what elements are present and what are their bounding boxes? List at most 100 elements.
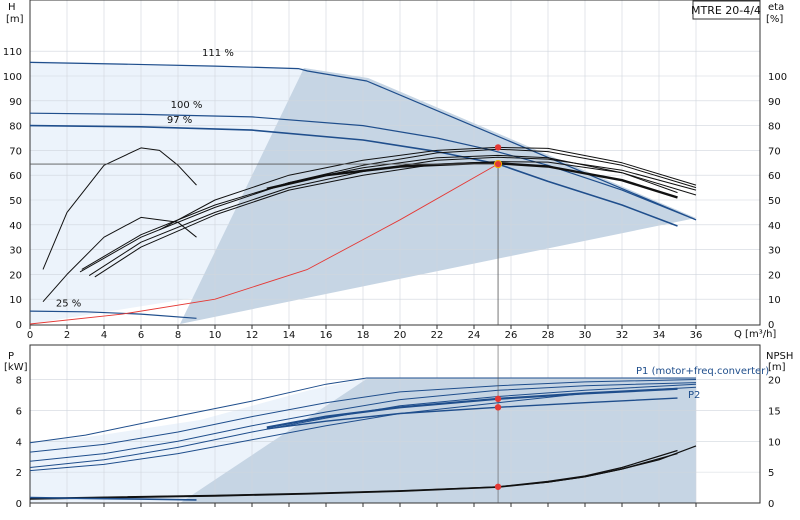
top-series: [29, 61, 697, 325]
x-tick-label: 24: [468, 330, 481, 341]
y-tick-label-right: 40: [768, 221, 781, 232]
x-tick-label: 6: [138, 330, 144, 341]
npsh-3-curve: [29, 453, 678, 500]
y-tick-label-right: 100: [768, 72, 787, 83]
x-tick-label: 26: [505, 330, 518, 341]
bottom-plot-frame: [29, 344, 761, 504]
y-tick-label-left: 6: [16, 406, 22, 417]
y-label-eta: eta: [768, 2, 784, 13]
head-100-curve: [29, 112, 697, 221]
y-tick-label-right: 80: [768, 122, 781, 133]
y-tick-label-right: 30: [768, 246, 781, 257]
p1-main-curve: [266, 387, 678, 429]
y-tick-label-left: 0: [16, 499, 22, 510]
y-tick-label-left: 2: [16, 468, 22, 479]
bottom-series: [29, 377, 697, 501]
x-tick-label: 32: [616, 330, 629, 341]
y-tick-label-left: 50: [9, 196, 22, 207]
title-box: MTRE 20-4/4: [691, 0, 761, 20]
y-tick-label-right: 50: [768, 196, 781, 207]
y-tick-label-right: 10: [768, 295, 781, 306]
x-tick-label: 14: [283, 330, 296, 341]
p-4-curve: [29, 386, 697, 472]
head-97-curve: [29, 124, 678, 227]
y-tick-label-left: 100: [3, 72, 22, 83]
y-unit-eta: [%]: [766, 14, 783, 25]
eta-small-2-curve: [42, 216, 197, 303]
y-label-power: P: [8, 351, 14, 362]
y-tick-label-left: 80: [9, 122, 22, 133]
y-tick-label-right: 0: [768, 499, 774, 510]
power-panel: P [kW] NPSH [m] P1 (motor+freq.converter…: [4, 344, 793, 510]
duty-point-marker: [494, 483, 502, 490]
y-unit-power: [kW]: [4, 362, 28, 373]
speed-label: 25 %: [56, 299, 81, 310]
y-tick-label-left: 4: [16, 437, 22, 448]
model-title: MTRE 20-4/4: [691, 4, 761, 17]
duty-point-eta: [494, 144, 502, 151]
speed-label: 97 %: [167, 115, 192, 126]
y-tick-label-left: 30: [9, 246, 22, 257]
duty-point-marker: [494, 395, 502, 403]
x-tick-label: 10: [209, 330, 222, 341]
y-tick-label-left: 60: [9, 171, 22, 182]
speed-label: 111 %: [202, 48, 234, 59]
eta-main-curve: [266, 162, 678, 199]
x-tick-label: 36: [690, 330, 703, 341]
x-tick-label: 18: [357, 330, 370, 341]
y-tick-label-right: 10: [768, 437, 781, 448]
speed-labels: 111 % 100 % 97 % 25 %: [56, 48, 234, 309]
x-tick-label: 4: [101, 330, 107, 341]
system-curve-curve: [29, 163, 499, 325]
coverage-area-operating: [180, 68, 696, 324]
y-unit-npsh: [m]: [768, 362, 786, 373]
legend-p2: P2: [688, 390, 700, 401]
x-tick-label: 2: [64, 330, 70, 341]
duty-point-top: [30, 144, 503, 325]
p-2-curve: [29, 382, 697, 462]
legend-p1: P1 (motor+freq.converter): [636, 366, 769, 377]
y-label-head: H: [8, 2, 16, 13]
head-25-curve: [29, 310, 197, 319]
y-tick-label-left: 20: [9, 270, 22, 281]
p-max-curve: [29, 377, 696, 444]
duty-points-bottom: [494, 345, 502, 503]
x-tick-label: 30: [579, 330, 592, 341]
y-label-npsh: NPSH: [766, 351, 793, 362]
y-tick-label-right: 15: [768, 406, 781, 417]
x-tick-label: 34: [653, 330, 666, 341]
y-tick-label-right: 5: [768, 468, 774, 479]
bottom-ticks: 0 2 4 6 8 0 5 10 15 20: [16, 376, 781, 510]
x-tick-label: 22: [431, 330, 444, 341]
top-ticks: 0 2 4 6 8 10 12 14 16 18 20 22 24 26 28 30 32 34 360102030…: [3, 47, 787, 341]
y-tick-label-left: 90: [9, 97, 22, 108]
y-tick-label-right: 70: [768, 146, 781, 157]
speed-label: 100 %: [171, 100, 203, 111]
y-tick-label-right: 0: [768, 320, 774, 331]
x-axis-label: Q [m³/h]: [734, 329, 776, 340]
y-tick-label-right: 20: [768, 270, 781, 281]
eta-top-curve: [159, 146, 697, 231]
y-tick-label-left: 0: [16, 320, 22, 331]
eta-small-1-curve: [42, 147, 197, 270]
y-tick-label-right: 20: [768, 376, 781, 387]
x-tick-label: 16: [320, 330, 333, 341]
y-unit-head: [m]: [6, 14, 24, 25]
x-tick-label: 20: [394, 330, 407, 341]
y-tick-label-right: 60: [768, 171, 781, 182]
p-1-curve: [29, 379, 697, 453]
y-tick-label-left: 40: [9, 221, 22, 232]
y-tick-label-left: 8: [16, 376, 22, 387]
npsh-25-curve: [29, 496, 197, 501]
x-tick-label: 0: [27, 330, 33, 341]
y-tick-label-left: 10: [9, 295, 22, 306]
duty-point-marker: [494, 404, 502, 411]
y-tick-label-left: 110: [3, 47, 22, 58]
coverage-area-power-operating: [180, 378, 696, 503]
p-3-curve: [29, 383, 697, 468]
top-plot-frame: [29, 0, 761, 326]
y-tick-label-left: 70: [9, 146, 22, 157]
grid-bottom: [30, 345, 760, 503]
x-tick-label: 28: [542, 330, 555, 341]
